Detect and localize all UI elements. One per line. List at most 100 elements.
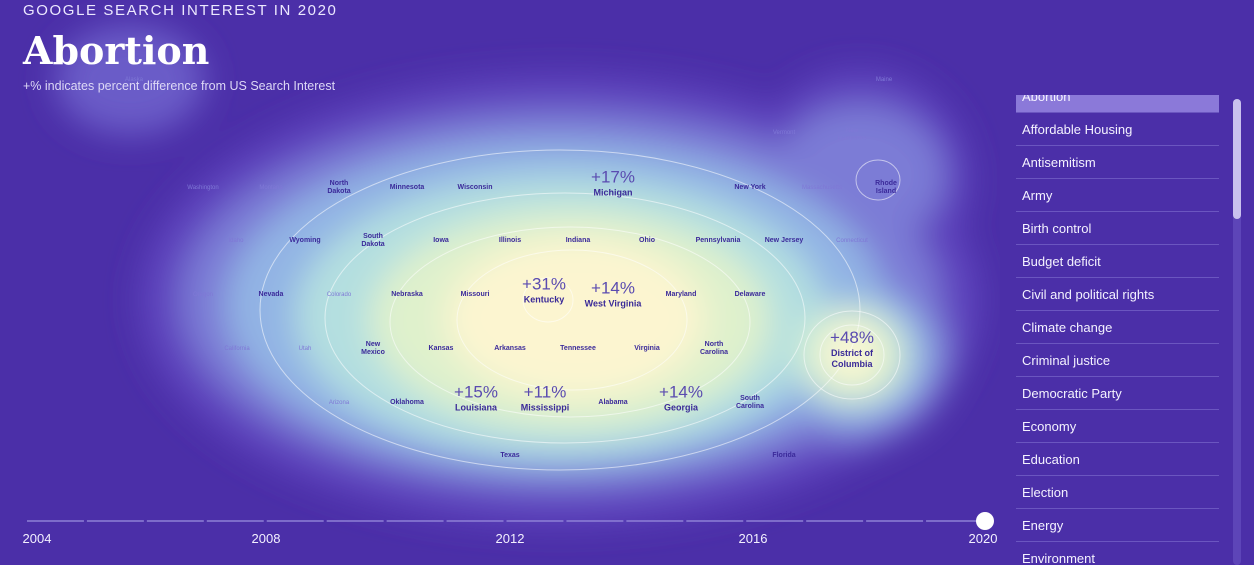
state-name: Indiana	[565, 237, 591, 244]
state-name: Wisconsin	[457, 184, 493, 191]
percent-change: +48%	[830, 328, 874, 347]
state-name: South Dakota	[361, 233, 385, 248]
state-name: New Hampshire	[837, 128, 867, 142]
state-labels: Alaska Maine Vermont New Hampshire Washingto…	[125, 76, 897, 460]
percent-change: +31%	[522, 274, 566, 294]
state-label: Nevada	[259, 291, 284, 299]
timeline-year[interactable]: 2004	[22, 531, 52, 546]
state-name: New York	[734, 184, 766, 191]
state-label: +14% West Virginia	[583, 279, 643, 310]
state-name: Nevada	[258, 291, 284, 298]
topic-item[interactable]: Abortion	[1016, 95, 1219, 113]
scrollbar[interactable]	[1233, 99, 1241, 565]
state-label: New York	[734, 184, 765, 192]
state-name: Kentucky	[523, 294, 565, 305]
topic-item[interactable]: Energy	[1016, 510, 1219, 542]
heat-map	[27, 25, 994, 530]
percent-change: +15%	[454, 382, 498, 402]
percent-change: +17%	[591, 167, 635, 187]
topic-item[interactable]: Army	[1016, 180, 1219, 212]
state-label: Wyoming	[289, 237, 320, 245]
scroll-thumb[interactable]	[1233, 99, 1241, 219]
state-label: Iowa	[433, 237, 449, 245]
state-name: Connecticut	[836, 238, 868, 244]
state-name: Vermont	[772, 130, 796, 136]
state-name: Alaska	[124, 77, 144, 83]
topic-item[interactable]: Environment	[1016, 543, 1219, 565]
state-label: Connecticut	[836, 237, 868, 245]
state-name: Utah	[298, 346, 312, 352]
state-label: +11% Mississippi	[521, 383, 570, 414]
state-name: Arizona	[328, 400, 350, 406]
state-label: Vermont	[773, 129, 795, 137]
state-name: Texas	[500, 452, 520, 459]
state-label: Texas	[500, 452, 519, 460]
state-name: Florida	[772, 452, 796, 459]
topic-item[interactable]: Criminal justice	[1016, 345, 1219, 377]
timeline-year[interactable]: 2012	[495, 531, 525, 546]
state-label: Oregon	[193, 291, 213, 299]
state-label: Minnesota	[390, 184, 425, 192]
timeline-year[interactable]: 2020	[968, 531, 998, 546]
state-name: North Carolina	[699, 341, 728, 356]
state-label: California	[224, 345, 249, 353]
topic-item[interactable]: Economy	[1016, 411, 1219, 443]
state-name: Pennsylvania	[695, 237, 741, 244]
state-label: +31% Kentucky	[522, 275, 566, 306]
state-name: Idaho	[228, 238, 244, 244]
state-name: Washington	[187, 185, 219, 191]
topic-item[interactable]: Civil and political rights	[1016, 279, 1219, 311]
topic-item[interactable]: Climate change	[1016, 312, 1219, 344]
state-label: Indiana	[566, 237, 591, 245]
state-label: Colorado	[327, 291, 351, 299]
state-label: New Mexico	[353, 341, 393, 357]
state-label: Idaho	[228, 237, 243, 245]
state-name: Minnesota	[389, 184, 425, 191]
state-name: Maryland	[665, 291, 697, 298]
percent-change: +11%	[523, 382, 567, 402]
topic-item[interactable]: Budget deficit	[1016, 246, 1219, 278]
state-label: Utah	[299, 345, 312, 353]
state-label: Florida	[772, 452, 795, 460]
state-label: Ohio	[639, 237, 655, 245]
state-name: New Jersey	[764, 237, 804, 244]
state-label: North Carolina	[694, 341, 734, 357]
state-name: South Carolina	[735, 395, 764, 410]
percent-change: +14%	[591, 278, 635, 298]
state-label: Kansas	[429, 345, 454, 353]
state-label: South Carolina	[730, 395, 770, 411]
state-label: Tennessee	[560, 345, 596, 353]
topic-item[interactable]: Education	[1016, 444, 1219, 476]
state-label: Washington	[187, 184, 218, 192]
state-name: Louisiana	[454, 402, 498, 413]
topic-item[interactable]: Birth control	[1016, 213, 1219, 245]
topic-item[interactable]: Antisemitism	[1016, 147, 1219, 179]
eyebrow: GOOGLE SEARCH INTEREST IN 2020	[23, 2, 338, 19]
state-name: California	[224, 346, 250, 352]
state-name: Michigan	[593, 187, 633, 198]
state-label: Pennsylvania	[696, 237, 741, 245]
timeline-year[interactable]: 2016	[738, 531, 768, 546]
state-name: New Mexico	[361, 341, 385, 356]
timeline-year[interactable]: 2008	[251, 531, 281, 546]
state-name: Virginia	[634, 345, 660, 352]
state-label: Alaska	[125, 76, 143, 84]
state-label: Oklahoma	[390, 399, 424, 407]
state-name: West Virginia	[584, 298, 642, 309]
heat-layers	[55, 25, 980, 525]
state-name: Georgia	[663, 402, 699, 413]
timeline-knob[interactable]	[976, 512, 994, 530]
topic-item[interactable]: Election	[1016, 477, 1219, 509]
contours	[259, 149, 901, 471]
state-name: Delaware	[734, 291, 766, 298]
state-label: North Dakota	[319, 180, 359, 196]
topic-item[interactable]: Democratic Party	[1016, 378, 1219, 410]
state-name: Illinois	[498, 237, 522, 244]
topic-item[interactable]: Affordable Housing	[1016, 114, 1219, 146]
state-name: Colorado	[326, 292, 352, 298]
state-name: Tennessee	[560, 345, 596, 352]
state-name: Iowa	[433, 237, 449, 244]
state-label: New Jersey	[764, 237, 804, 245]
state-label: Wisconsin	[458, 184, 493, 192]
state-label: New Hampshire	[832, 127, 872, 143]
